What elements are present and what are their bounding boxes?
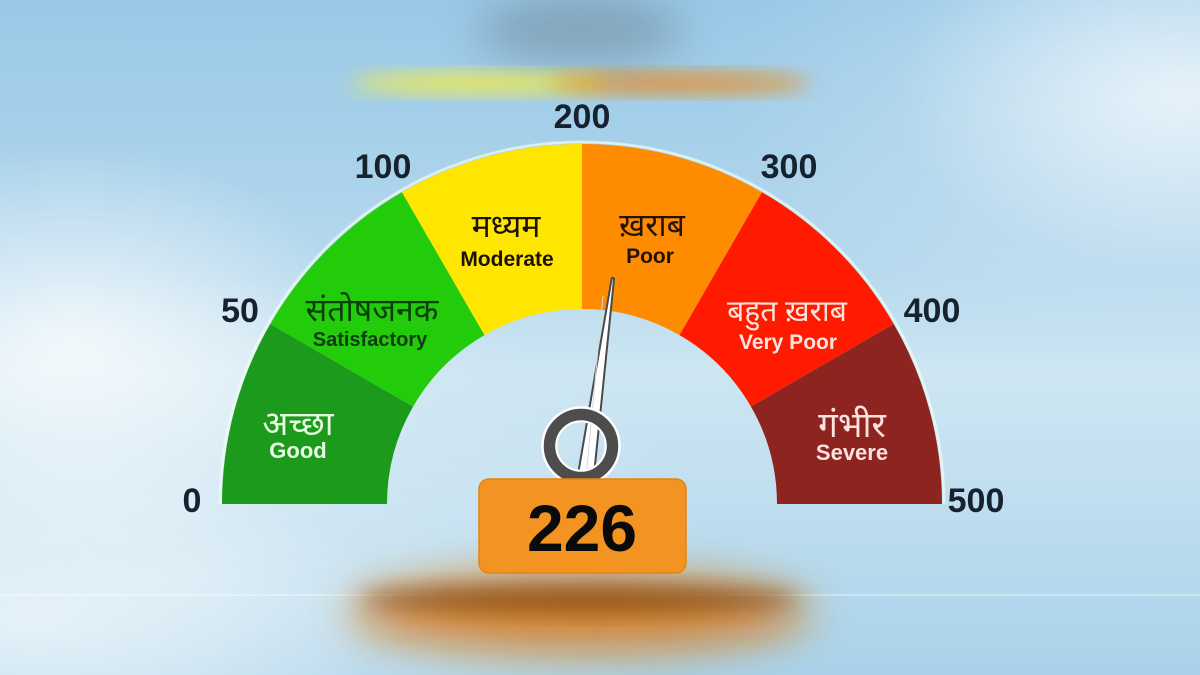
- svg-text:226: 226: [527, 491, 637, 565]
- svg-text:50: 50: [221, 292, 259, 330]
- svg-text:0: 0: [183, 482, 202, 520]
- svg-text:बहुत ख़राब: बहुत ख़राब: [727, 295, 848, 334]
- svg-text:Satisfactory: Satisfactory: [313, 329, 428, 351]
- svg-text:300: 300: [761, 148, 818, 186]
- svg-text:Very Poor: Very Poor: [739, 331, 837, 354]
- svg-text:Moderate: Moderate: [460, 248, 553, 271]
- svg-text:200: 200: [554, 98, 611, 136]
- svg-text:ख़राब: ख़राब: [619, 208, 686, 250]
- svg-text:Good: Good: [269, 438, 326, 463]
- svg-text:मध्यम: मध्यम: [472, 209, 542, 251]
- svg-text:400: 400: [904, 292, 961, 330]
- svg-text:500: 500: [948, 482, 1005, 520]
- svg-text:Severe: Severe: [816, 440, 888, 465]
- svg-text:100: 100: [355, 148, 412, 186]
- svg-text:Poor: Poor: [626, 245, 674, 268]
